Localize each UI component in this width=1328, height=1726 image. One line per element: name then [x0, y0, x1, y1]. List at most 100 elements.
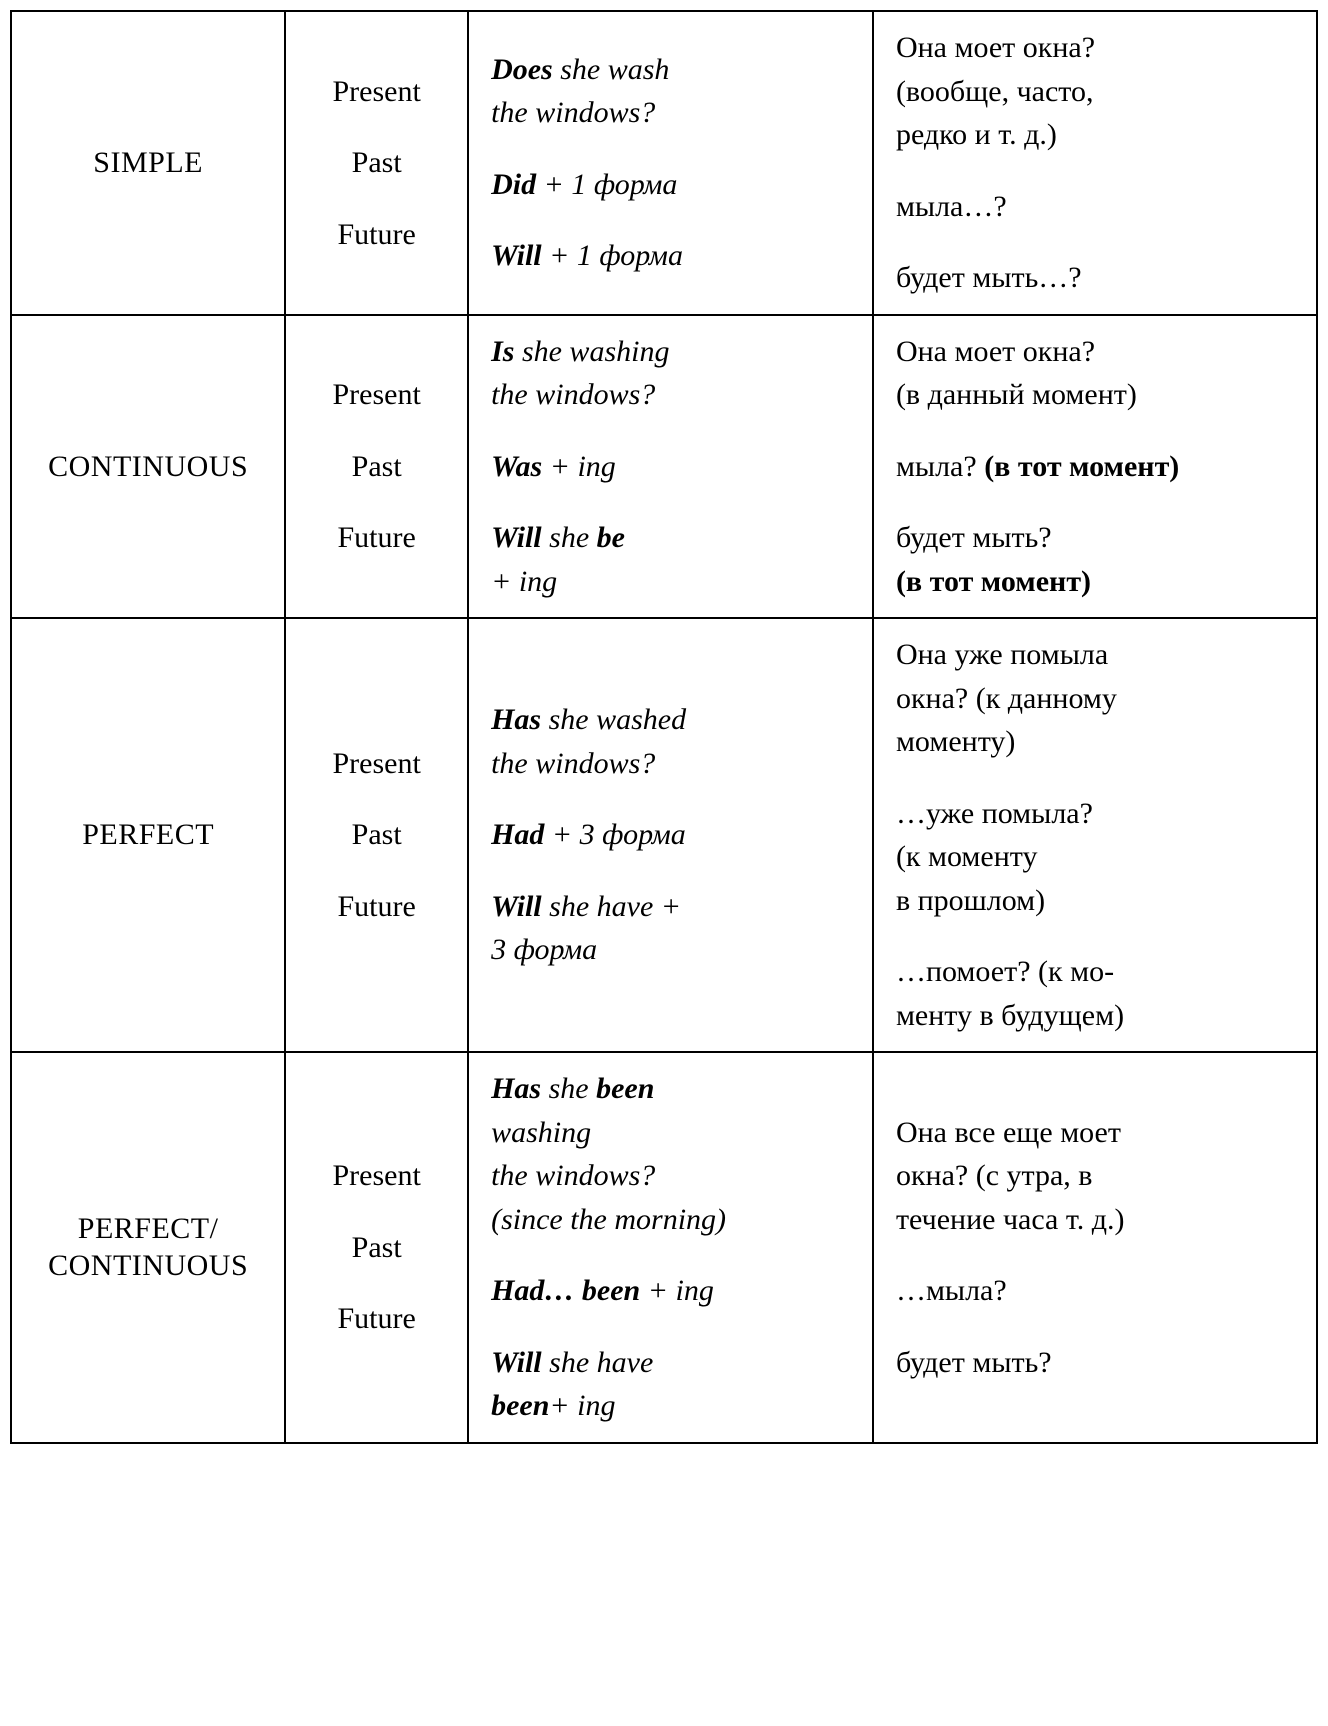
russian-translation: будет мыть? (в тот момент) [874, 502, 1316, 617]
tense-label: Present [286, 359, 467, 431]
text-run: будет мыть…? [896, 261, 1082, 294]
text-run: будет мыть? [896, 521, 1052, 554]
text-run: …мыла? [896, 1274, 1007, 1307]
text-run: she washing [514, 335, 669, 368]
english-example: Has she washedthe windows? [469, 684, 872, 799]
russian-translation: Она моет окна? (вообще, часто, редко и т. … [874, 12, 1316, 171]
russian-translation: …мыла? [874, 1255, 1316, 1327]
russian-translation: будет мыть…? [874, 242, 1316, 314]
text-run: (в тот момент) [984, 450, 1179, 483]
english-example: Will + 1 форма [469, 220, 872, 292]
russian-translation: …уже помыла? (к моменту в прошлом) [874, 778, 1316, 937]
text-run: Она моет окна? [896, 335, 1095, 368]
tense-label: Present [286, 1140, 467, 1212]
text-run: + 1 форма [542, 239, 683, 272]
text-run: в прошлом) [896, 884, 1045, 917]
russian-cell: Она все еще моет окна? (с утра, в течение … [873, 1052, 1317, 1443]
text-run: she wash [553, 53, 670, 86]
text-run: Was [491, 450, 542, 483]
text-run: …помоет? (к мо- [896, 955, 1114, 988]
text-run: the windows? [491, 747, 655, 780]
text-run: (вообще, часто, [896, 75, 1094, 108]
text-run: she have + [542, 890, 681, 923]
text-run: be [597, 521, 625, 554]
russian-translation: мыла…? [874, 171, 1316, 243]
text-run: …уже помыла? [896, 797, 1093, 830]
english-example: Did + 1 форма [469, 149, 872, 221]
text-run: she [542, 521, 597, 554]
russian-translation: …помоет? (к мо-менту в будущем) [874, 936, 1316, 1051]
english-example: Will she have been+ ing [469, 1327, 872, 1442]
russian-translation: Она моет окна? (в данный момент) [874, 316, 1316, 431]
text-run: + ing [549, 1389, 615, 1422]
english-cell: Has she washedthe windows?Had + 3 формаW… [468, 618, 873, 1052]
text-run: моменту) [896, 725, 1015, 758]
russian-translation: мыла? (в тот момент) [874, 431, 1316, 503]
text-run: Is [491, 335, 514, 368]
aspect-row: CONTINUOUSPresentPastFutureIs she washin… [11, 315, 1317, 619]
text-run: been [491, 1389, 549, 1422]
russian-translation: Она все еще моет окна? (с утра, в течение … [874, 1097, 1316, 1256]
tense-label: Past [286, 799, 467, 871]
text-run: (в данный момент) [896, 378, 1137, 411]
text-run: (к моменту [896, 840, 1038, 873]
text-run: Will [491, 239, 542, 272]
text-run: + 3 форма [544, 818, 685, 851]
aspect-row: PERFECTPresentPastFutureHas she washedth… [11, 618, 1317, 1052]
text-run: Has [491, 1072, 541, 1105]
russian-cell: Она моет окна? (в данный момент) мыла? (в … [873, 315, 1317, 619]
english-cell: Has she beenwashingthe windows?(since th… [468, 1052, 873, 1443]
text-run: редко и т. д.) [896, 118, 1057, 151]
english-example: Does she washthe windows? [469, 34, 872, 149]
text-run: she [541, 1072, 596, 1105]
english-example: Had… been + ing [469, 1255, 872, 1327]
text-run: + ing [491, 565, 557, 598]
text-run: + ing [640, 1274, 714, 1307]
russian-translation: Она уже помыла окна? (к данному моменту) [874, 619, 1316, 778]
text-run: washing [491, 1116, 591, 1149]
tenses-cell: PresentPastFuture [285, 1052, 468, 1443]
text-run: мыла…? [896, 190, 1007, 223]
tense-label: Future [286, 871, 467, 943]
text-run: мыла? [896, 450, 984, 483]
text-run: окна? (к данному [896, 682, 1117, 715]
text-run: she washed [541, 703, 686, 736]
english-example: Will she have +3 форма [469, 871, 872, 986]
text-run: Had [491, 818, 544, 851]
text-run: Will [491, 890, 542, 923]
text-run: been [596, 1072, 654, 1105]
aspect-cell: SIMPLE [11, 11, 285, 315]
grammar-table-body: SIMPLEPresentPastFutureDoes she washthe … [11, 11, 1317, 1443]
text-run: (since the morning) [491, 1203, 726, 1236]
tense-label: Future [286, 502, 467, 574]
grammar-table: SIMPLEPresentPastFutureDoes she washthe … [10, 10, 1318, 1444]
aspect-row: SIMPLEPresentPastFutureDoes she washthe … [11, 11, 1317, 315]
tenses-cell: PresentPastFuture [285, 11, 468, 315]
russian-translation: будет мыть? [874, 1327, 1316, 1399]
text-run: + ing [542, 450, 616, 483]
text-run: the windows? [491, 378, 655, 411]
text-run: менту в будущем) [896, 999, 1124, 1032]
text-run: (в тот момент) [896, 565, 1091, 598]
aspect-row: PERFECT/CONTINUOUSPresentPastFutureHas s… [11, 1052, 1317, 1443]
tenses-cell: PresentPastFuture [285, 618, 468, 1052]
text-run: Она уже помыла [896, 638, 1108, 671]
text-run: Will [491, 521, 542, 554]
tense-label: Present [286, 728, 467, 800]
text-run: течение часа т. д.) [896, 1203, 1125, 1236]
aspect-cell: PERFECT [11, 618, 285, 1052]
text-run: Она моет окна? [896, 31, 1095, 64]
text-run: she have [542, 1346, 654, 1379]
text-run: Will [491, 1346, 542, 1379]
english-cell: Does she washthe windows?Did + 1 формаWi… [468, 11, 873, 315]
text-run: окна? (с утра, в [896, 1159, 1093, 1192]
text-run: Had… been [491, 1274, 640, 1307]
tense-label: Future [286, 199, 467, 271]
english-cell: Is she washingthe windows?Was + ingWill … [468, 315, 873, 619]
english-example: Has she beenwashingthe windows?(since th… [469, 1053, 872, 1255]
tense-label: Present [286, 56, 467, 128]
tenses-cell: PresentPastFuture [285, 315, 468, 619]
tense-label: Past [286, 1212, 467, 1284]
tense-label: Past [286, 431, 467, 503]
text-run: Она все еще моет [896, 1116, 1121, 1149]
